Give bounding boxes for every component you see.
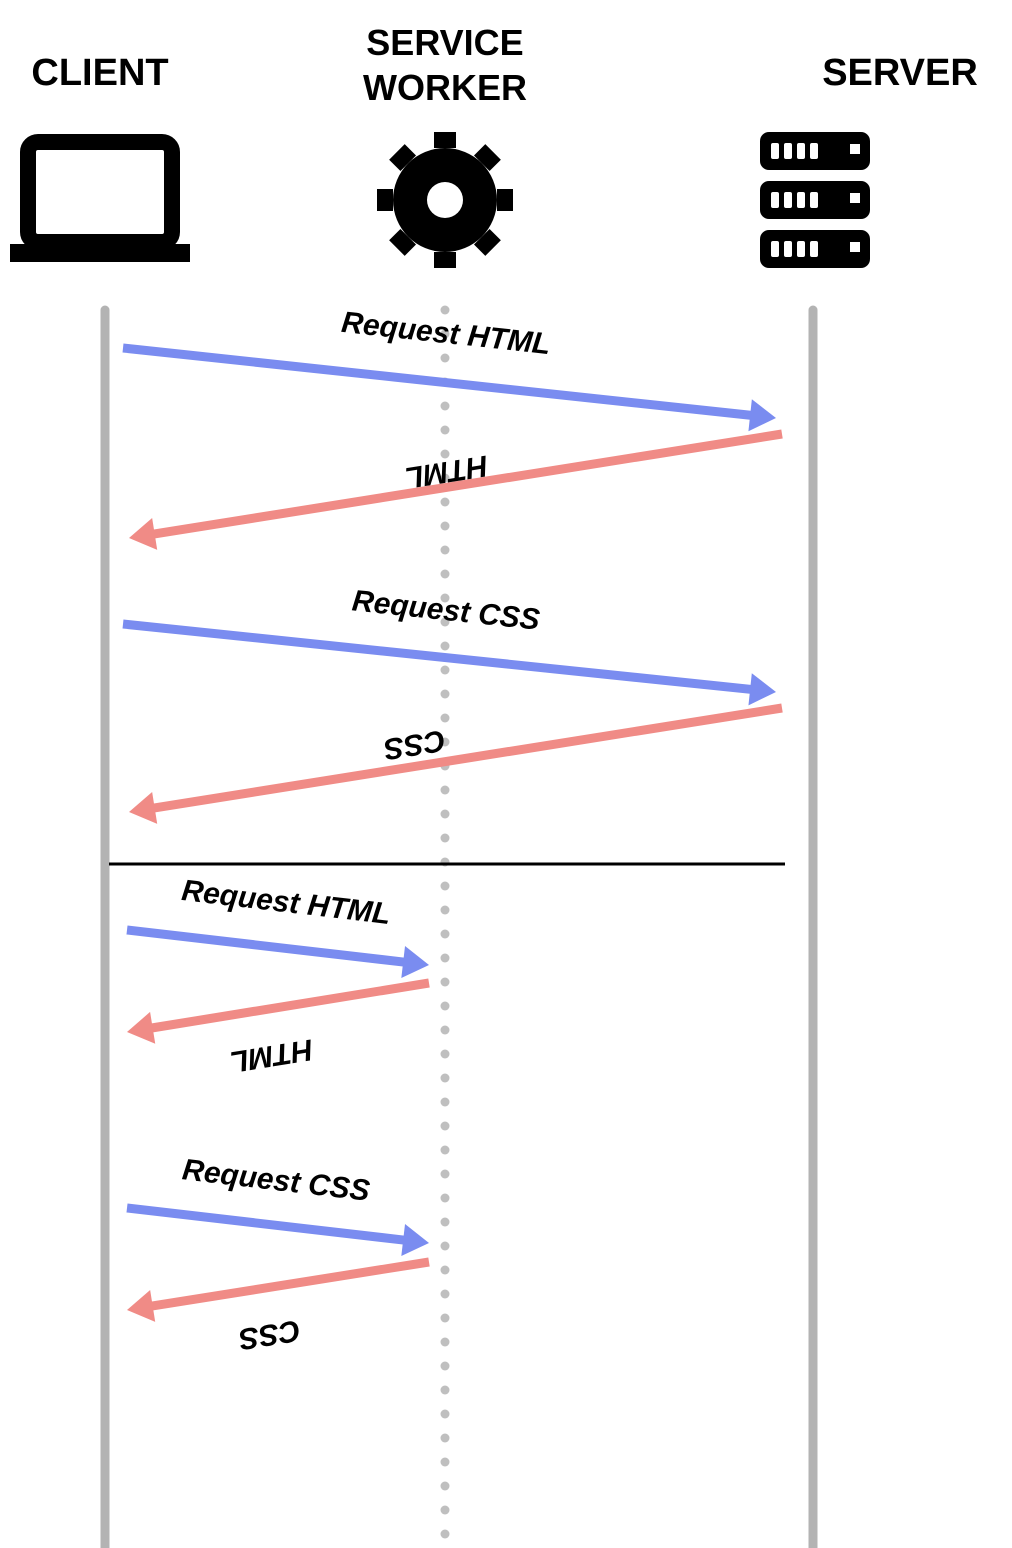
service-worker-header-line2: WORKER	[363, 67, 527, 108]
server-header: SERVER	[822, 52, 978, 94]
arrow-res-css-2: CSS	[127, 1262, 429, 1356]
arrow-req-html-1: Request HTML	[123, 306, 776, 431]
arrow-label-res-css-2: CSS	[236, 1313, 302, 1355]
arrow-res-css-1: CSS	[129, 708, 782, 824]
arrow-req-css-1: Request CSS	[123, 584, 776, 705]
server-icon	[760, 132, 870, 268]
arrow-req-html-2: Request HTML	[127, 874, 429, 978]
arrow-label-res-html-1: HTML	[403, 449, 490, 495]
arrow-req-css-2: Request CSS	[127, 1153, 429, 1256]
arrow-res-html-2: HTML	[127, 983, 429, 1078]
arrow-label-req-css-2: Request CSS	[181, 1153, 372, 1207]
client-header: CLIENT	[31, 52, 168, 94]
arrow-label-req-css-1: Request CSS	[351, 584, 542, 636]
gear-icon	[377, 132, 513, 268]
arrow-res-html-1: HTML	[129, 434, 782, 550]
service-worker-header-line1: SERVICE	[366, 22, 523, 63]
arrow-label-res-html-2: HTML	[228, 1032, 316, 1078]
arrow-label-req-html-2: Request HTML	[180, 874, 392, 931]
laptop-icon	[10, 142, 190, 262]
